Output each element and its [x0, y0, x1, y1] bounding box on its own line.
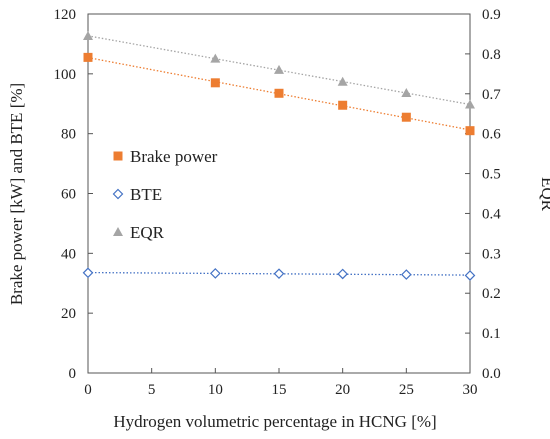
bte-point — [273, 268, 285, 280]
bte-point — [337, 268, 349, 280]
y-tick-label: 60 — [61, 187, 76, 203]
y2-tick-label: 0.1 — [482, 326, 501, 342]
bte-point — [209, 268, 221, 279]
bte-point — [464, 270, 476, 281]
x-axis-title: Hydrogen volumetric percentage in HCNG [… — [113, 412, 436, 431]
y2-tick-label: 0.2 — [482, 286, 501, 302]
y-axis-title: Brake power [kW] and BTE [%] — [7, 83, 26, 305]
data-markers — [82, 30, 476, 281]
y-tick-label: 0 — [69, 366, 77, 382]
y2-tick-label: 0.5 — [482, 167, 501, 183]
y2-tick-label: 0.0 — [482, 366, 501, 382]
legend-bte-marker — [112, 188, 124, 200]
legend-eqr-marker — [113, 227, 123, 236]
bte-trendline — [87, 271, 471, 276]
y-tick-label: 80 — [61, 127, 76, 143]
legend: Brake power BTE EQR — [112, 147, 218, 242]
x-tick-label: 10 — [208, 382, 223, 398]
y2-tick-label: 0.6 — [482, 127, 501, 143]
eqr-point — [337, 76, 348, 86]
x-tick-label: 20 — [335, 382, 350, 398]
eqr-point — [210, 53, 221, 63]
eqr-point — [465, 99, 475, 109]
legend-bte-label: BTE — [130, 185, 162, 204]
brake-power-point — [274, 88, 284, 98]
y-tick-label: 120 — [54, 7, 77, 23]
x-tick-label: 0 — [84, 382, 92, 398]
bte-point — [82, 267, 94, 279]
y2-axis-ticks: 0.0 0.1 0.2 0.3 0.4 0.5 0.6 0.7 0.8 0.9 — [465, 7, 501, 382]
legend-brake-power-marker — [113, 151, 123, 161]
x-axis-ticks: 0 5 10 15 20 25 30 — [84, 368, 478, 398]
x-tick-label: 5 — [148, 382, 156, 398]
brake-power-point — [338, 100, 348, 110]
y2-tick-label: 0.4 — [482, 206, 501, 222]
bte-point — [400, 269, 412, 280]
y-axis-ticks: 0 20 40 60 80 100 120 — [54, 7, 93, 382]
x-tick-label: 25 — [399, 382, 414, 398]
y2-axis-title: EQR — [538, 177, 550, 212]
y2-tick-label: 0.8 — [482, 47, 501, 63]
brake-power-point — [465, 126, 475, 136]
eqr-point — [401, 87, 412, 97]
legend-brake-power-label: Brake power — [130, 147, 218, 166]
legend-eqr-label: EQR — [130, 223, 165, 242]
y2-tick-label: 0.7 — [482, 87, 501, 103]
x-tick-label: 30 — [463, 382, 478, 398]
eqr-point — [83, 30, 93, 40]
eqr-point — [274, 64, 284, 74]
y-tick-label: 100 — [54, 67, 77, 83]
y-tick-label: 40 — [61, 246, 76, 262]
x-tick-label: 15 — [272, 382, 287, 398]
brake-power-point — [210, 78, 220, 88]
brake-power-point — [83, 52, 93, 62]
y-tick-label: 20 — [61, 306, 76, 322]
y2-tick-label: 0.3 — [482, 246, 501, 262]
brake-power-point — [401, 112, 411, 122]
y2-tick-label: 0.9 — [482, 7, 501, 23]
